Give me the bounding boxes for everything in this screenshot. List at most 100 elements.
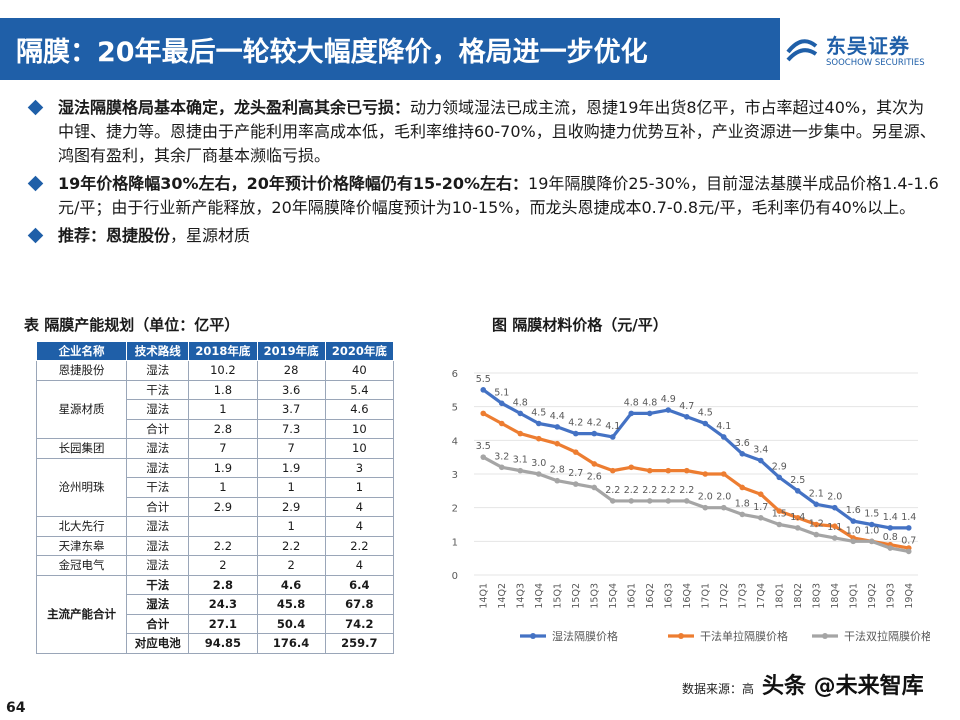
data-point bbox=[683, 413, 690, 420]
bullet-text: 19年隔膜降价25-30%，目前湿法基膜半成品价格1.4-1.6元/平；由于行业… bbox=[58, 174, 939, 217]
data-point bbox=[850, 538, 857, 545]
route-cell: 合计 bbox=[126, 613, 190, 634]
data-label: 3.4 bbox=[753, 445, 768, 456]
x-tick-label: 16Q4 bbox=[682, 583, 693, 609]
table-header-cell: 2018年底 bbox=[188, 341, 258, 361]
route-cell: 干法 bbox=[126, 477, 190, 498]
value-cell: 10 bbox=[324, 418, 395, 439]
separator-price-chart: 0 1 2 3 4 5 6 14Q1 14Q2 14Q3 14Q4 15Q1 15Q2 15Q3 15Q4 1… bbox=[452, 369, 930, 643]
bullet-item: 推荐：恩捷股份，星源材质 bbox=[24, 224, 939, 248]
route-cell: 湿法 bbox=[126, 555, 190, 576]
data-label: 2.2 bbox=[605, 485, 620, 496]
data-point bbox=[591, 430, 598, 437]
data-label: 4.8 bbox=[624, 397, 639, 408]
company-cell: 北大先行 bbox=[35, 516, 128, 537]
table-row: 天津东皋 湿法 2.2 2.2 2.2 bbox=[35, 535, 395, 556]
data-label: 4.1 bbox=[605, 421, 620, 432]
value-cell: 1.9 bbox=[256, 457, 326, 478]
data-label: 4.5 bbox=[698, 408, 713, 419]
data-label: 5.5 bbox=[476, 374, 491, 385]
data-label: 4.2 bbox=[587, 418, 602, 429]
value-cell: 4.6 bbox=[324, 399, 395, 420]
data-label: 2.9 bbox=[772, 461, 787, 472]
data-label: 1.4 bbox=[790, 512, 805, 523]
value-cell: 2 bbox=[188, 555, 258, 576]
series-line bbox=[482, 388, 909, 530]
data-point bbox=[794, 488, 801, 494]
company-cell: 沧州明珠 bbox=[35, 457, 128, 517]
x-tick-label: 16Q1 bbox=[626, 583, 637, 609]
table-row: 合计 2.8 7.3 10 bbox=[37, 418, 395, 439]
data-point bbox=[739, 484, 746, 491]
data-label: 2.7 bbox=[568, 468, 583, 479]
table-header-cell: 2019年底 bbox=[256, 341, 326, 361]
data-label: 3.2 bbox=[494, 451, 509, 462]
route-cell: 湿法 bbox=[126, 594, 190, 615]
diamond-bullet-icon bbox=[27, 175, 44, 192]
data-label: 2.2 bbox=[679, 485, 694, 496]
data-point bbox=[609, 434, 616, 440]
route-cell: 湿法 bbox=[126, 516, 190, 537]
data-label: 4.8 bbox=[513, 397, 528, 408]
data-point bbox=[609, 498, 616, 504]
value-cell: 3 bbox=[324, 457, 395, 478]
value-cell: 45.8 bbox=[256, 594, 326, 615]
bullet-heading: 湿法隔膜格局基本确定，龙头盈利高其余已亏损： bbox=[58, 98, 411, 117]
y-tick-label: 0 bbox=[452, 571, 458, 582]
x-tick-label: 17Q1 bbox=[700, 583, 711, 609]
route-cell: 干法 bbox=[126, 379, 190, 400]
x-tick-label: 18Q3 bbox=[811, 583, 822, 609]
bullet-item: 湿法隔膜格局基本确定，龙头盈利高其余已亏损：动力领域湿法已成主流，恩捷19年出货… bbox=[24, 96, 939, 168]
value-cell: 1 bbox=[324, 477, 395, 498]
data-point bbox=[905, 525, 912, 531]
data-label: 1.0 bbox=[864, 525, 879, 536]
table-header-row: 企业名称 技术路线 2018年底 2019年底 2020年底 bbox=[35, 341, 395, 361]
data-point bbox=[498, 464, 505, 471]
data-point bbox=[887, 525, 894, 531]
data-point bbox=[480, 387, 487, 393]
legend-marker bbox=[822, 633, 828, 639]
data-point bbox=[868, 521, 875, 528]
value-cell: 4 bbox=[324, 496, 395, 517]
data-point bbox=[517, 430, 524, 437]
y-tick-label: 1 bbox=[452, 537, 458, 548]
x-tick-label: 19Q2 bbox=[867, 583, 878, 609]
value-cell: 1 bbox=[188, 477, 258, 498]
route-cell: 湿法 bbox=[126, 438, 190, 459]
value-cell: 1 bbox=[256, 516, 326, 537]
value-cell: 4 bbox=[324, 516, 395, 537]
data-label: 1.5 bbox=[772, 509, 787, 520]
data-label: 0.8 bbox=[883, 532, 898, 543]
value-cell: 10 bbox=[324, 438, 395, 459]
table-row: 恩捷股份 湿法 10.2 28 40 bbox=[35, 360, 395, 381]
data-point bbox=[535, 471, 542, 477]
data-label: 4.1 bbox=[716, 421, 731, 432]
data-point bbox=[683, 467, 690, 474]
data-label: 2.2 bbox=[661, 485, 676, 496]
value-cell: 7.3 bbox=[256, 418, 326, 439]
bullet-text: ，星源材质 bbox=[170, 226, 251, 245]
data-label: 3.6 bbox=[735, 438, 750, 449]
data-point bbox=[665, 467, 672, 474]
data-point bbox=[480, 454, 487, 460]
data-label: 1.7 bbox=[753, 502, 768, 513]
data-point bbox=[517, 410, 524, 417]
data-point bbox=[646, 498, 653, 504]
value-cell: 4.6 bbox=[256, 574, 326, 595]
value-cell: 7 bbox=[256, 438, 326, 459]
company-cell: 天津东皋 bbox=[35, 535, 128, 556]
data-label: 3.5 bbox=[476, 441, 491, 452]
x-tick-label: 16Q2 bbox=[645, 583, 656, 609]
data-point bbox=[628, 464, 635, 471]
data-point bbox=[572, 449, 579, 455]
x-tick-label: 19Q4 bbox=[904, 583, 915, 609]
data-label: 2.2 bbox=[642, 485, 657, 496]
data-point bbox=[850, 518, 857, 524]
data-point bbox=[554, 440, 561, 447]
data-point bbox=[517, 467, 524, 474]
value-cell: 1 bbox=[256, 477, 326, 498]
data-point bbox=[665, 407, 672, 413]
route-cell: 对应电池 bbox=[126, 633, 190, 654]
series-line bbox=[482, 455, 910, 554]
value-cell: 27.1 bbox=[188, 613, 258, 634]
